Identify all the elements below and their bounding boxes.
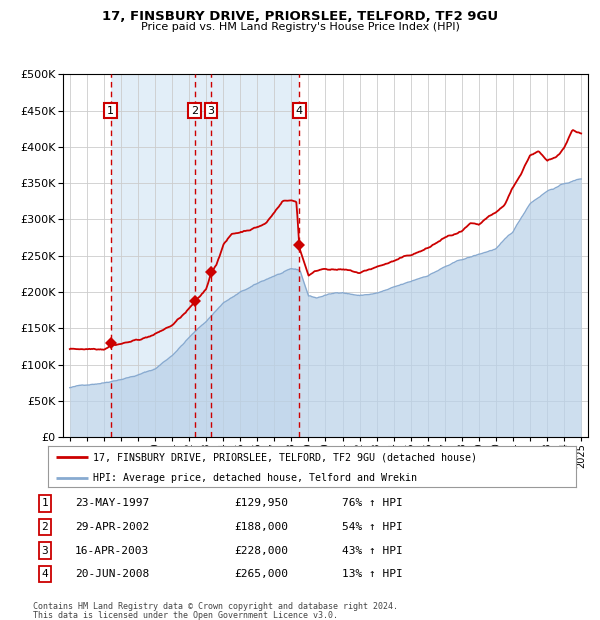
Text: 17, FINSBURY DRIVE, PRIORSLEE, TELFORD, TF2 9GU (detached house): 17, FINSBURY DRIVE, PRIORSLEE, TELFORD, … — [93, 452, 477, 463]
Text: 2: 2 — [191, 105, 199, 116]
Bar — [195, 74, 299, 437]
Text: 29-APR-2002: 29-APR-2002 — [75, 522, 149, 532]
Text: 4: 4 — [41, 569, 49, 579]
Text: 54% ↑ HPI: 54% ↑ HPI — [342, 522, 403, 532]
Text: 43% ↑ HPI: 43% ↑ HPI — [342, 546, 403, 556]
Text: HPI: Average price, detached house, Telford and Wrekin: HPI: Average price, detached house, Telf… — [93, 473, 417, 483]
Text: 76% ↑ HPI: 76% ↑ HPI — [342, 498, 403, 508]
Text: Price paid vs. HM Land Registry's House Price Index (HPI): Price paid vs. HM Land Registry's House … — [140, 22, 460, 32]
Text: £188,000: £188,000 — [234, 522, 288, 532]
Text: 3: 3 — [41, 546, 49, 556]
Bar — [110, 74, 195, 437]
Text: 13% ↑ HPI: 13% ↑ HPI — [342, 569, 403, 579]
Text: 1: 1 — [107, 105, 114, 116]
Text: 23-MAY-1997: 23-MAY-1997 — [75, 498, 149, 508]
Text: Contains HM Land Registry data © Crown copyright and database right 2024.: Contains HM Land Registry data © Crown c… — [33, 602, 398, 611]
Text: £265,000: £265,000 — [234, 569, 288, 579]
Text: This data is licensed under the Open Government Licence v3.0.: This data is licensed under the Open Gov… — [33, 611, 338, 619]
Text: 17, FINSBURY DRIVE, PRIORSLEE, TELFORD, TF2 9GU: 17, FINSBURY DRIVE, PRIORSLEE, TELFORD, … — [102, 10, 498, 23]
Text: £129,950: £129,950 — [234, 498, 288, 508]
Text: 3: 3 — [208, 105, 215, 116]
Text: 16-APR-2003: 16-APR-2003 — [75, 546, 149, 556]
Text: 1: 1 — [41, 498, 49, 508]
Text: 20-JUN-2008: 20-JUN-2008 — [75, 569, 149, 579]
Text: £228,000: £228,000 — [234, 546, 288, 556]
Text: 4: 4 — [296, 105, 303, 116]
Text: 2: 2 — [41, 522, 49, 532]
